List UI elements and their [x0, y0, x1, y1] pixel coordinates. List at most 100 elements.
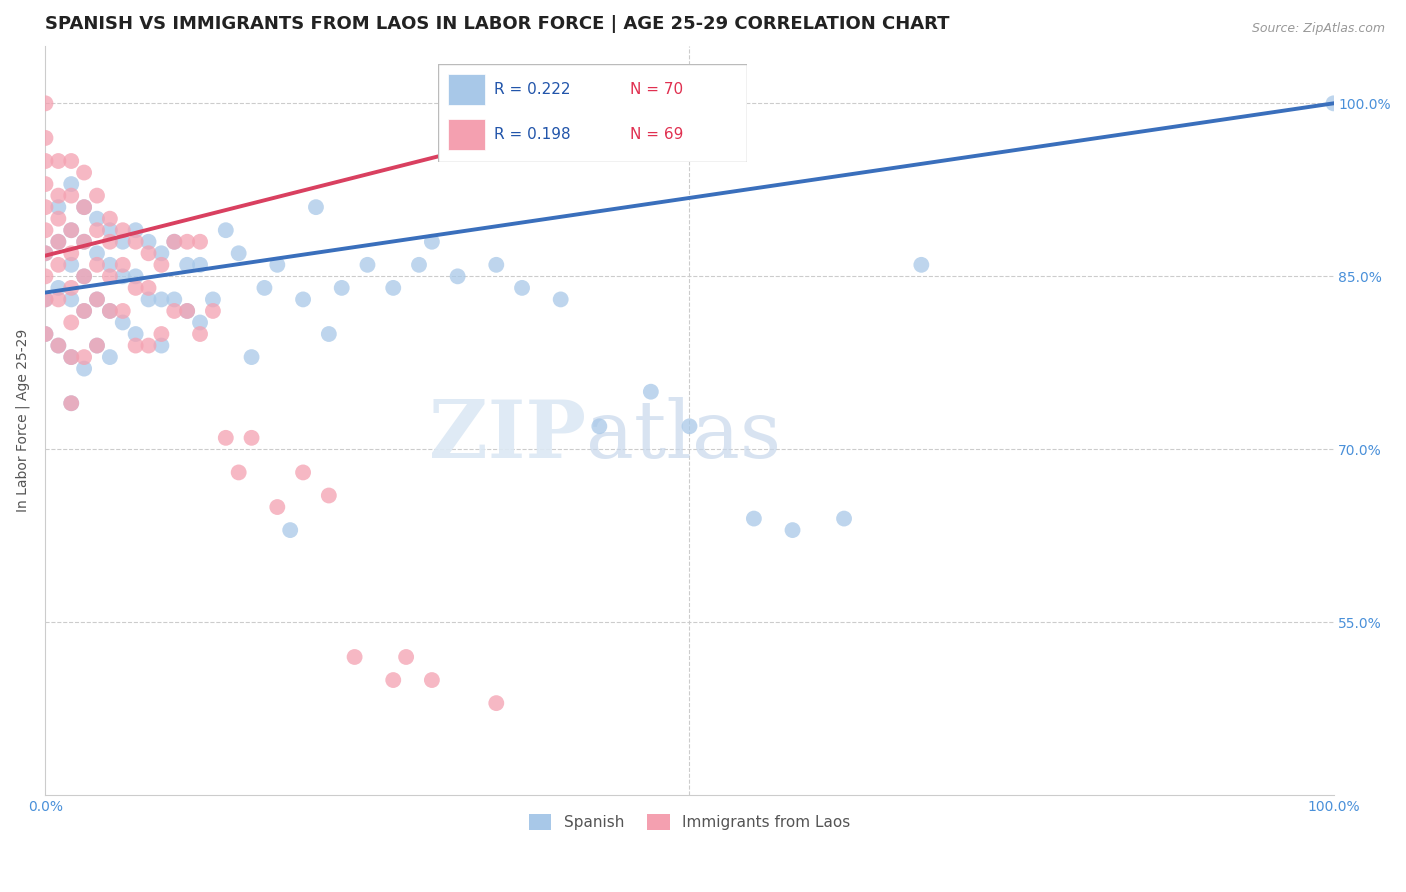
- Immigrants from Laos: [138, 338, 160, 352]
- Spanish: [111, 235, 134, 249]
- Spanish: [446, 269, 468, 284]
- Spanish: [111, 269, 134, 284]
- Spanish: [98, 304, 121, 318]
- Spanish: [176, 258, 198, 272]
- Immigrants from Laos: [240, 431, 263, 445]
- Spanish: [278, 523, 301, 537]
- Spanish: [228, 246, 250, 260]
- Immigrants from Laos: [86, 258, 108, 272]
- Spanish: [86, 211, 108, 226]
- Immigrants from Laos: [98, 211, 121, 226]
- Immigrants from Laos: [48, 211, 70, 226]
- Spanish: [60, 396, 83, 410]
- Immigrants from Laos: [34, 293, 56, 307]
- Immigrants from Laos: [60, 188, 83, 202]
- Spanish: [510, 281, 533, 295]
- Immigrants from Laos: [86, 223, 108, 237]
- Spanish: [266, 258, 288, 272]
- Legend: Spanish, Immigrants from Laos: Spanish, Immigrants from Laos: [523, 808, 856, 837]
- Spanish: [240, 350, 263, 364]
- Spanish: [124, 269, 146, 284]
- Immigrants from Laos: [86, 188, 108, 202]
- Spanish: [124, 326, 146, 341]
- Immigrants from Laos: [60, 154, 83, 169]
- Immigrants from Laos: [34, 223, 56, 237]
- Spanish: [176, 304, 198, 318]
- Spanish: [550, 293, 572, 307]
- Spanish: [588, 419, 610, 434]
- Spanish: [188, 258, 211, 272]
- Immigrants from Laos: [188, 326, 211, 341]
- Immigrants from Laos: [86, 293, 108, 307]
- Immigrants from Laos: [318, 488, 340, 502]
- Immigrants from Laos: [48, 235, 70, 249]
- Immigrants from Laos: [188, 235, 211, 249]
- Spanish: [138, 293, 160, 307]
- Spanish: [60, 177, 83, 191]
- Immigrants from Laos: [485, 696, 508, 710]
- Spanish: [86, 338, 108, 352]
- Text: Source: ZipAtlas.com: Source: ZipAtlas.com: [1251, 22, 1385, 36]
- Immigrants from Laos: [48, 338, 70, 352]
- Spanish: [98, 258, 121, 272]
- Immigrants from Laos: [98, 235, 121, 249]
- Spanish: [150, 246, 173, 260]
- Immigrants from Laos: [98, 269, 121, 284]
- Immigrants from Laos: [111, 258, 134, 272]
- Immigrants from Laos: [34, 177, 56, 191]
- Immigrants from Laos: [124, 235, 146, 249]
- Y-axis label: In Labor Force | Age 25-29: In Labor Force | Age 25-29: [15, 329, 30, 512]
- Spanish: [73, 304, 96, 318]
- Spanish: [73, 361, 96, 376]
- Spanish: [782, 523, 804, 537]
- Spanish: [640, 384, 662, 399]
- Immigrants from Laos: [48, 258, 70, 272]
- Spanish: [678, 419, 700, 434]
- Spanish: [86, 293, 108, 307]
- Spanish: [124, 223, 146, 237]
- Immigrants from Laos: [111, 223, 134, 237]
- Immigrants from Laos: [48, 293, 70, 307]
- Spanish: [910, 258, 932, 272]
- Immigrants from Laos: [176, 304, 198, 318]
- Spanish: [201, 293, 224, 307]
- Spanish: [150, 338, 173, 352]
- Spanish: [34, 326, 56, 341]
- Immigrants from Laos: [34, 269, 56, 284]
- Spanish: [73, 200, 96, 214]
- Spanish: [742, 511, 765, 525]
- Immigrants from Laos: [34, 154, 56, 169]
- Immigrants from Laos: [138, 281, 160, 295]
- Immigrants from Laos: [98, 304, 121, 318]
- Spanish: [420, 235, 443, 249]
- Immigrants from Laos: [215, 431, 238, 445]
- Immigrants from Laos: [163, 235, 186, 249]
- Spanish: [292, 293, 315, 307]
- Immigrants from Laos: [73, 304, 96, 318]
- Immigrants from Laos: [60, 396, 83, 410]
- Immigrants from Laos: [73, 350, 96, 364]
- Immigrants from Laos: [60, 316, 83, 330]
- Spanish: [305, 200, 328, 214]
- Immigrants from Laos: [60, 281, 83, 295]
- Spanish: [253, 281, 276, 295]
- Spanish: [73, 235, 96, 249]
- Immigrants from Laos: [73, 165, 96, 179]
- Spanish: [188, 316, 211, 330]
- Spanish: [163, 235, 186, 249]
- Spanish: [60, 350, 83, 364]
- Spanish: [832, 511, 855, 525]
- Immigrants from Laos: [73, 269, 96, 284]
- Spanish: [138, 235, 160, 249]
- Spanish: [48, 338, 70, 352]
- Immigrants from Laos: [343, 650, 366, 665]
- Spanish: [34, 293, 56, 307]
- Immigrants from Laos: [266, 500, 288, 514]
- Immigrants from Laos: [124, 338, 146, 352]
- Spanish: [356, 258, 378, 272]
- Spanish: [73, 269, 96, 284]
- Text: ZIP: ZIP: [429, 397, 586, 475]
- Immigrants from Laos: [34, 246, 56, 260]
- Immigrants from Laos: [292, 466, 315, 480]
- Immigrants from Laos: [60, 350, 83, 364]
